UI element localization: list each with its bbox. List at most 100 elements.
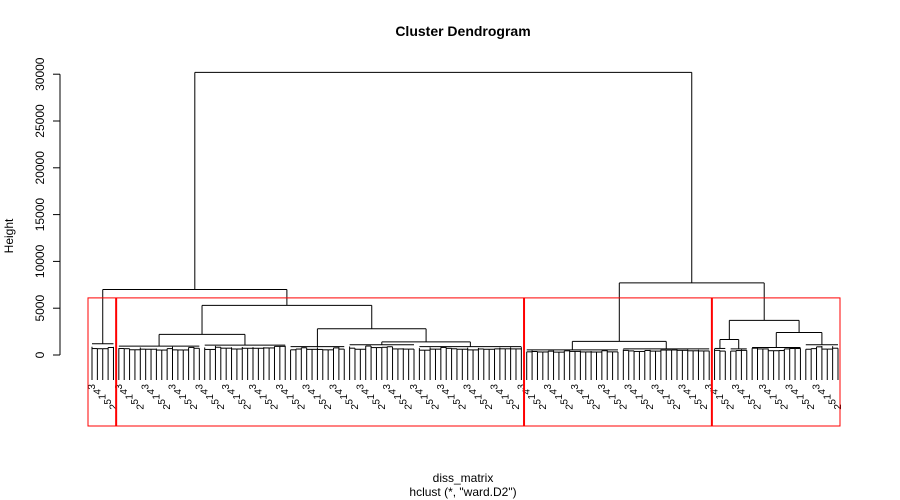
leaf-label: 4 — [790, 389, 801, 395]
leaf-label: 4 — [388, 389, 399, 395]
leaf-label: 5 — [452, 399, 463, 405]
cluster-rectangles — [87, 297, 841, 427]
leaf-label: 5 — [479, 399, 490, 405]
leaf-label: 5 — [693, 399, 704, 405]
chart-title: Cluster Dendrogram — [395, 23, 530, 39]
leaf-label: 5 — [532, 399, 543, 405]
leaf-label: 2 — [672, 404, 683, 410]
leaf-label: 3 — [329, 384, 340, 390]
leaf-label: 2 — [457, 404, 468, 410]
leaf-label: 3 — [597, 384, 608, 390]
leaf-label: 2 — [645, 404, 656, 410]
leaf-label: 1 — [500, 394, 511, 400]
leaf-label: 1 — [420, 394, 431, 400]
leaf-label: 3 — [194, 384, 205, 390]
leaf-label: 2 — [162, 404, 173, 410]
leaf-label: 4 — [736, 389, 747, 395]
leaf-label: 2 — [350, 404, 361, 410]
leaf-label: 1 — [715, 394, 726, 400]
leaf-label: 3 — [355, 384, 366, 390]
leaf-labels: 3415234152341523415234152341523415234152… — [87, 384, 844, 410]
leaf-label: 4 — [146, 389, 157, 395]
leaf-label: 3 — [275, 384, 286, 390]
leaf-label: 2 — [135, 404, 146, 410]
leaf-label: 5 — [425, 399, 436, 405]
leaf-label: 2 — [538, 404, 549, 410]
leaf-label: 5 — [371, 399, 382, 405]
leaf-label: 4 — [280, 389, 291, 395]
leaf-label: 3 — [87, 384, 98, 390]
leaf-label: 4 — [173, 389, 184, 395]
leaf-label: 1 — [339, 394, 350, 400]
leaf-label: 4 — [253, 389, 264, 395]
leaf-label: 2 — [404, 404, 415, 410]
leaf-label: 3 — [221, 384, 232, 390]
leaf-label: 1 — [312, 394, 323, 400]
leaf-label: 4 — [575, 389, 586, 395]
leaf-label: 1 — [366, 394, 377, 400]
leaf-label: 5 — [828, 399, 839, 405]
leaf-label: 4 — [468, 389, 479, 395]
leaf-label: 4 — [522, 389, 533, 395]
leaf-label: 1 — [259, 394, 270, 400]
leaf-label: 3 — [516, 384, 527, 390]
leaf-label: 4 — [200, 389, 211, 395]
leaf-label: 5 — [586, 399, 597, 405]
leaf-label: 3 — [785, 384, 796, 390]
leaf-label: 3 — [114, 384, 125, 390]
leaf-label: 2 — [430, 404, 441, 410]
leaf-label: 3 — [731, 384, 742, 390]
leaf-label: 2 — [618, 404, 629, 410]
leaf-label: 5 — [184, 399, 195, 405]
leaf-label: 1 — [178, 394, 189, 400]
y-tick-label: 0 — [33, 351, 47, 358]
leaf-label: 4 — [710, 389, 721, 395]
leaf-label: 5 — [774, 399, 785, 405]
dendrogram-tree — [91, 71, 839, 380]
leaf-label: 1 — [98, 394, 109, 400]
leaf-label: 5 — [345, 399, 356, 405]
leaf-label: 1 — [634, 394, 645, 400]
subtitle: hclust (*, "ward.D2") — [409, 485, 516, 499]
leaf-label: 5 — [747, 399, 758, 405]
leaf-label: 1 — [151, 394, 162, 400]
leaf-label: 4 — [495, 389, 506, 395]
y-tick-label: 30000 — [33, 57, 47, 91]
leaf-label: 1 — [205, 394, 216, 400]
leaf-label: 4 — [602, 389, 613, 395]
leaf-label: 3 — [812, 384, 823, 390]
y-tick-label: 15000 — [33, 198, 47, 232]
leaf-label: 5 — [103, 399, 114, 405]
leaf-label: 1 — [661, 394, 672, 400]
leaf-label: 3 — [141, 384, 152, 390]
leaf-label: 5 — [613, 399, 624, 405]
leaf-label: 2 — [296, 404, 307, 410]
leaf-label: 2 — [806, 404, 817, 410]
leaf-label: 1 — [608, 394, 619, 400]
leaf-label: 2 — [108, 404, 119, 410]
leaf-label: 5 — [559, 399, 570, 405]
leaf-label: 4 — [763, 389, 774, 395]
leaf-label: 1 — [795, 394, 806, 400]
leaf-label: 4 — [549, 389, 560, 395]
leaf-label: 5 — [640, 399, 651, 405]
leaf-label: 3 — [409, 384, 420, 390]
leaf-label: 5 — [398, 399, 409, 405]
leaf-label: 1 — [527, 394, 538, 400]
y-tick-label: 25000 — [33, 104, 47, 138]
leaf-label: 3 — [248, 384, 259, 390]
leaf-label: 1 — [581, 394, 592, 400]
leaf-label: 3 — [382, 384, 393, 390]
leaf-label: 4 — [92, 389, 103, 395]
leaf-label: 1 — [554, 394, 565, 400]
leaf-label: 2 — [377, 404, 388, 410]
leaf-label: 2 — [189, 404, 200, 410]
leaf-label: 4 — [361, 389, 372, 395]
leaf-label: 2 — [323, 404, 334, 410]
leaf-label: 1 — [393, 394, 404, 400]
leaf-label: 2 — [726, 404, 737, 410]
leaf-label: 4 — [656, 389, 667, 395]
leaf-label: 1 — [688, 394, 699, 400]
leaf-label: 2 — [833, 404, 844, 410]
